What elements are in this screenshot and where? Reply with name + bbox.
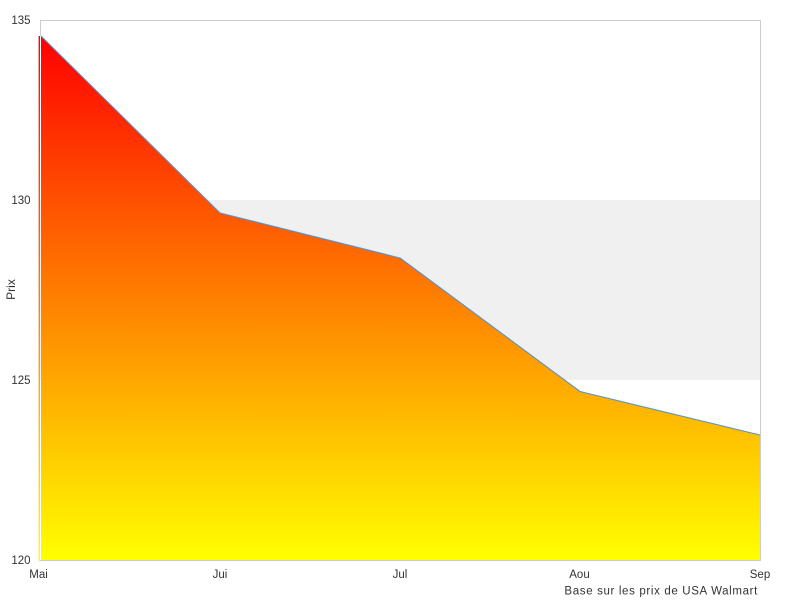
svg-text:Jul: Jul bbox=[393, 569, 408, 581]
svg-text:Base sur les prix de USA Walma: Base sur les prix de USA Walmart bbox=[564, 586, 758, 598]
svg-text:Jui: Jui bbox=[213, 569, 228, 581]
svg-text:Mai: Mai bbox=[29, 569, 48, 581]
svg-text:130: 130 bbox=[11, 195, 30, 207]
svg-text:120: 120 bbox=[11, 555, 30, 567]
svg-text:Prix: Prix bbox=[4, 279, 18, 300]
svg-text:Sep: Sep bbox=[750, 569, 770, 581]
svg-text:Aou: Aou bbox=[569, 569, 589, 581]
svg-text:135: 135 bbox=[11, 15, 30, 27]
svg-text:125: 125 bbox=[11, 375, 30, 387]
